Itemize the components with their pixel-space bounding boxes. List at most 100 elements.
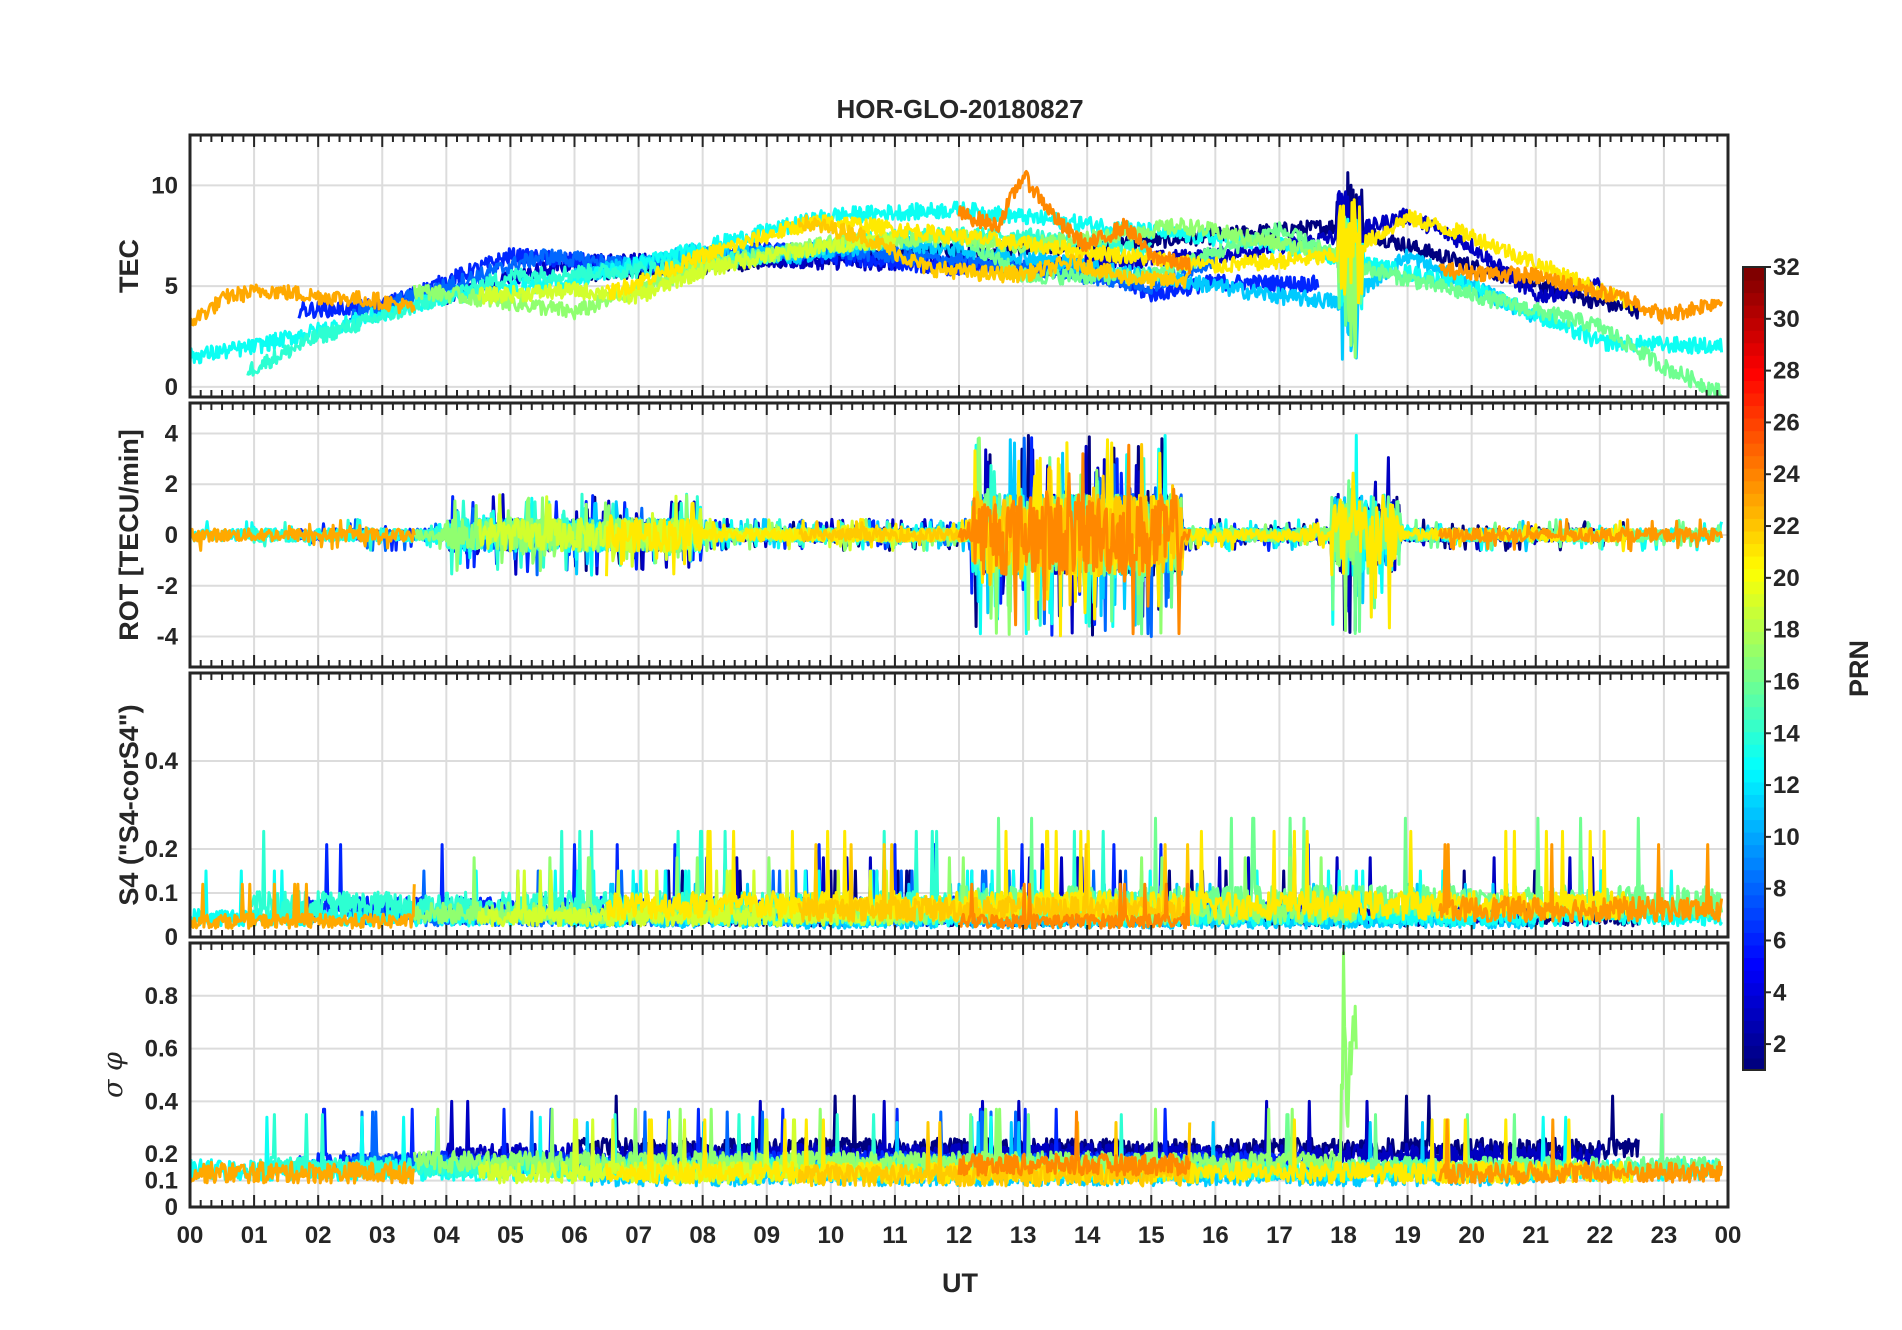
colorbar-segment (1743, 1057, 1765, 1071)
y-axis-label-sigphi: σ φ (98, 1052, 129, 1098)
colorbar-segment (1743, 1007, 1765, 1021)
trace-prn-24 (957, 1110, 1192, 1177)
traces-rot (190, 433, 1724, 638)
colorbar-tick-label: 16 (1773, 668, 1800, 695)
colorbar-segment (1743, 1032, 1765, 1046)
panel-sigphi: 00.10.2 0.4 0.6 0.8 σ φ (98, 941, 1730, 1221)
colorbar-segment (1743, 580, 1765, 595)
y-tick-label: -2 (157, 573, 178, 600)
colorbar-segment (1743, 655, 1765, 670)
colorbar-tick-label: 26 (1773, 409, 1800, 436)
x-tick-label: 13 (1010, 1222, 1037, 1249)
colorbar-segment (1743, 706, 1765, 720)
trace-prn-23.5 (1438, 261, 1724, 325)
colorbar-segment (1743, 718, 1765, 733)
colorbar-segment (1743, 906, 1765, 921)
x-tick-label: 20 (1458, 1222, 1485, 1249)
colorbar-segment (1743, 392, 1765, 407)
colorbar-tick-label: 10 (1773, 824, 1800, 851)
colorbar-segment (1743, 994, 1765, 1009)
x-tick-label: 01 (241, 1222, 268, 1249)
colorbar-segment (1743, 743, 1765, 758)
y-tick-label: 5 (165, 273, 178, 300)
colorbar-segment (1743, 593, 1765, 607)
colorbar-tick-label: 6 (1773, 927, 1786, 954)
colorbar-segment (1743, 417, 1765, 432)
y-tick-label: 0.2 (145, 1141, 178, 1168)
colorbar-segment (1743, 568, 1765, 582)
traces-tec (190, 170, 1724, 397)
colorbar-segment (1743, 894, 1765, 908)
colorbar-segment (1743, 1019, 1765, 1034)
x-tick-label: 14 (1074, 1222, 1101, 1249)
colorbar-segment (1743, 1044, 1765, 1059)
colorbar-tick-label: 8 (1773, 876, 1786, 903)
colorbar-segment (1743, 455, 1765, 469)
y-tick-label: 0.1 (145, 1168, 178, 1195)
colorbar-segment (1743, 354, 1765, 369)
x-tick-label: 08 (689, 1222, 716, 1249)
colorbar-segment (1743, 919, 1765, 933)
colorbar-segment (1743, 292, 1765, 306)
colorbar-segment (1743, 530, 1765, 545)
colorbar-tick-label: 20 (1773, 565, 1800, 592)
trace-prn-21 (605, 198, 1634, 312)
traces-sigphi (190, 951, 1724, 1188)
y-tick-label: 2 (165, 471, 178, 498)
colorbar-segment (1743, 668, 1765, 683)
colorbar-segment (1743, 492, 1765, 507)
x-tick-label: 17 (1266, 1222, 1293, 1249)
colorbar-segment (1743, 819, 1765, 833)
trace-prn-19 (476, 231, 897, 305)
colorbar-segment (1743, 304, 1765, 319)
y-tick-label: 0.8 (145, 983, 178, 1010)
colorbar-segment (1743, 781, 1765, 795)
colorbar-segment (1743, 856, 1765, 871)
colorbar-tick-label: 14 (1773, 720, 1800, 747)
colorbar-segment (1743, 756, 1765, 770)
trace-prn-23 (190, 519, 416, 552)
colorbar-frame (1742, 266, 1766, 1071)
y-tick-label: -4 (157, 624, 179, 651)
y-axis-label-tec: TEC (114, 239, 144, 293)
colorbar-tick-label: 2 (1773, 1031, 1786, 1058)
trace-prn-23.5 (1438, 1118, 1724, 1185)
colorbar-segment (1743, 969, 1765, 984)
colorbar-segment (1743, 806, 1765, 821)
colorbar-segment (1743, 605, 1765, 620)
panel-s4: 0 0.1 0.2 0.4S4 ("S4-corS4") (114, 671, 1730, 951)
colorbar-segment (1743, 543, 1765, 557)
x-tick-label: 07 (625, 1222, 652, 1249)
x-tick-label: 11 (882, 1222, 907, 1249)
y-tick-label: 0.4 (145, 1088, 179, 1115)
colorbar-segment (1743, 831, 1765, 846)
x-tick-label: 16 (1202, 1222, 1229, 1249)
colorbar-segment (1743, 731, 1765, 745)
colorbar-segment (1743, 480, 1765, 494)
y-tick-label: 0 (165, 522, 178, 549)
colorbar-label: PRN (1844, 640, 1874, 697)
colorbar-tick-label: 32 (1773, 254, 1800, 281)
x-tick-label: 15 (1138, 1222, 1165, 1249)
colorbar-segment (1743, 505, 1765, 519)
colorbar-segment (1743, 279, 1765, 294)
trace-prn-23 (190, 882, 416, 930)
colorbar-tick-label: 30 (1773, 306, 1800, 333)
trace-prn-22 (798, 443, 1192, 607)
panel-tec: 0 5 10 TEC (114, 133, 1730, 401)
trace-prn-23.5 (1438, 843, 1724, 923)
x-tick-label: 18 (1330, 1222, 1357, 1249)
colorbar-segment (1743, 869, 1765, 883)
y-tick-label: 0.6 (145, 1036, 178, 1063)
colorbar-tick-label: 22 (1773, 513, 1800, 540)
x-tick-label: 05 (497, 1222, 524, 1249)
trace-prn-23.5 (1438, 518, 1724, 553)
x-tick-label: 00 (1715, 1222, 1742, 1249)
colorbar-segment (1743, 618, 1765, 632)
x-tick-label: 12 (946, 1222, 973, 1249)
colorbar-segment (1743, 555, 1765, 570)
x-axis-label: UT (942, 1268, 978, 1298)
colorbar-segment (1743, 367, 1765, 381)
